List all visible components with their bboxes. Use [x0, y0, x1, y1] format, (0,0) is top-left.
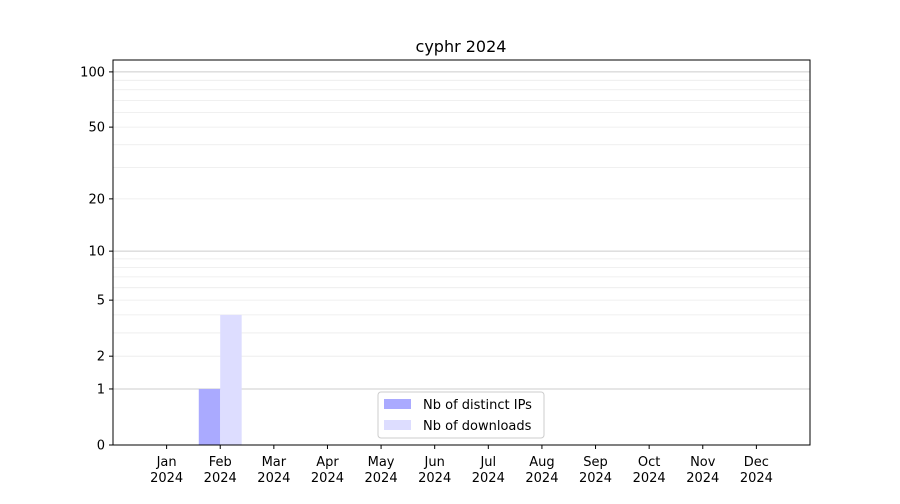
y-tick-label: 5 [97, 294, 105, 309]
x-tick-label-month: Sep [583, 455, 608, 470]
y-tick-label: 100 [80, 65, 105, 80]
x-tick-label-month: Oct [638, 455, 660, 470]
x-tick-label-month: Dec [744, 455, 769, 470]
x-tick-label-year: 2024 [150, 471, 183, 486]
grid [113, 71, 810, 390]
x-tick-label-year: 2024 [257, 471, 290, 486]
legend-swatch [384, 420, 411, 430]
y-tick-label: 20 [88, 192, 105, 207]
bar-nb-of-distinct-ips-feb [198, 388, 221, 445]
x-tick-label-year: 2024 [472, 471, 505, 486]
x-tick-label-year: 2024 [686, 471, 719, 486]
x-tick-label-month: Feb [209, 455, 232, 470]
x-tick-label-year: 2024 [365, 471, 398, 486]
plot-frame [112, 59, 811, 446]
x-tick-label-year: 2024 [633, 471, 666, 486]
legend-label: Nb of downloads [423, 419, 532, 434]
y-tick-label: 1 [97, 382, 105, 397]
x-tick-label-month: Jul [479, 455, 496, 470]
y-tick-label: 10 [88, 245, 105, 260]
y-tick-label: 2 [97, 350, 105, 365]
legend-box [377, 391, 545, 439]
y-tick-label: 0 [97, 439, 105, 454]
x-tick-label-month: May [368, 455, 395, 470]
chart-title: cyphr 2024 [416, 37, 507, 56]
x-tick-label-month: Nov [690, 455, 716, 470]
bar-nb-of-downloads-feb [220, 314, 242, 445]
x-tick-label-year: 2024 [579, 471, 612, 486]
x-tick-label-month: Aug [529, 455, 554, 470]
y-tick-label: 50 [88, 121, 105, 136]
legend-label: Nb of distinct IPs [423, 398, 532, 413]
x-tick-label-month: Mar [262, 455, 287, 470]
bars [198, 314, 242, 445]
x-tick-label-year: 2024 [418, 471, 451, 486]
x-tick-label-month: Jan [156, 455, 177, 470]
x-tick-label-year: 2024 [204, 471, 237, 486]
axes: 0125102050100Jan2024Feb2024Mar2024Apr202… [80, 59, 811, 486]
x-tick-label-month: Apr [316, 455, 339, 470]
legend: Nb of distinct IPs Nb of downloads [377, 391, 545, 439]
x-tick-label-year: 2024 [525, 471, 558, 486]
x-tick-label-year: 2024 [311, 471, 344, 486]
legend-swatch [384, 399, 411, 409]
x-tick-label-month: Jun [424, 455, 445, 470]
x-tick-label-year: 2024 [740, 471, 773, 486]
